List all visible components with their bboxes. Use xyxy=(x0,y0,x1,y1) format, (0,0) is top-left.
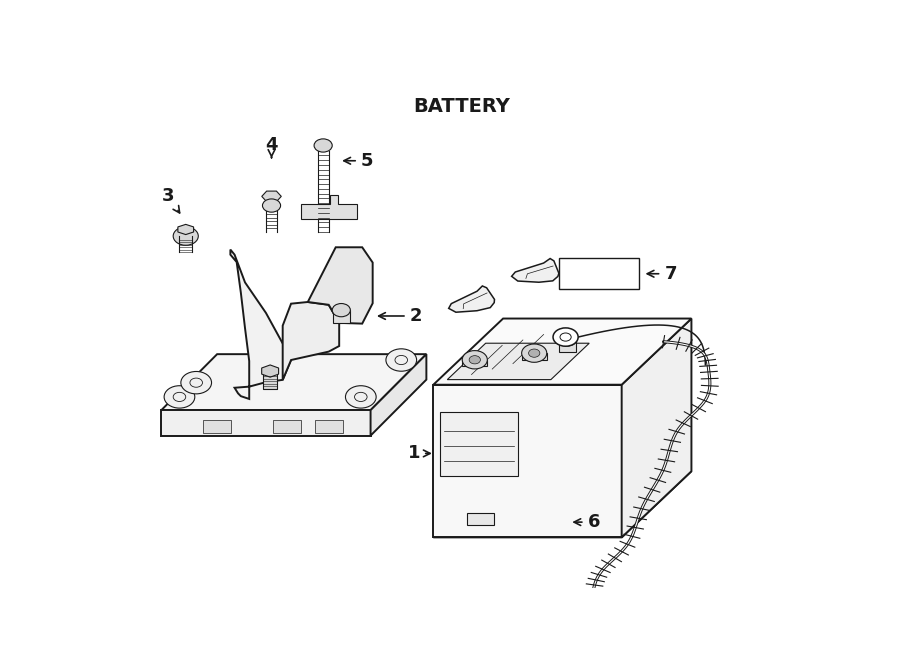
Circle shape xyxy=(314,139,332,152)
Polygon shape xyxy=(371,354,427,436)
Polygon shape xyxy=(434,319,691,385)
Circle shape xyxy=(386,349,417,371)
Text: 2: 2 xyxy=(379,307,422,325)
Polygon shape xyxy=(283,302,339,380)
Polygon shape xyxy=(511,258,559,282)
Polygon shape xyxy=(230,250,291,399)
Polygon shape xyxy=(434,471,691,537)
Polygon shape xyxy=(315,420,343,433)
Polygon shape xyxy=(262,191,282,202)
Circle shape xyxy=(553,328,578,346)
Circle shape xyxy=(469,356,481,364)
Polygon shape xyxy=(463,360,487,366)
Circle shape xyxy=(528,349,540,357)
Polygon shape xyxy=(273,420,301,433)
Polygon shape xyxy=(559,339,576,352)
Circle shape xyxy=(573,601,615,631)
Text: 1: 1 xyxy=(408,444,430,463)
Polygon shape xyxy=(449,286,494,312)
Circle shape xyxy=(346,386,376,408)
Circle shape xyxy=(181,371,211,394)
Text: 5: 5 xyxy=(344,152,374,170)
Polygon shape xyxy=(522,353,547,360)
Circle shape xyxy=(263,199,281,212)
Polygon shape xyxy=(434,385,622,537)
Polygon shape xyxy=(440,412,518,477)
Polygon shape xyxy=(447,343,590,379)
Polygon shape xyxy=(308,247,373,324)
Polygon shape xyxy=(178,224,194,235)
Polygon shape xyxy=(262,365,279,377)
Polygon shape xyxy=(301,195,356,219)
Circle shape xyxy=(164,386,194,408)
Polygon shape xyxy=(161,354,427,410)
Polygon shape xyxy=(622,319,691,537)
Polygon shape xyxy=(161,410,371,436)
Polygon shape xyxy=(333,310,349,323)
Circle shape xyxy=(557,332,577,346)
Text: 3: 3 xyxy=(162,187,180,213)
Text: 4: 4 xyxy=(266,136,278,157)
Text: BATTERY: BATTERY xyxy=(413,97,509,116)
Circle shape xyxy=(173,227,198,245)
Circle shape xyxy=(332,303,350,317)
Polygon shape xyxy=(467,513,493,525)
Bar xyxy=(559,258,639,289)
Circle shape xyxy=(463,350,487,369)
Text: 6: 6 xyxy=(574,513,600,531)
Text: 7: 7 xyxy=(647,265,677,283)
Polygon shape xyxy=(263,371,277,389)
Circle shape xyxy=(522,344,547,362)
Polygon shape xyxy=(203,420,231,433)
